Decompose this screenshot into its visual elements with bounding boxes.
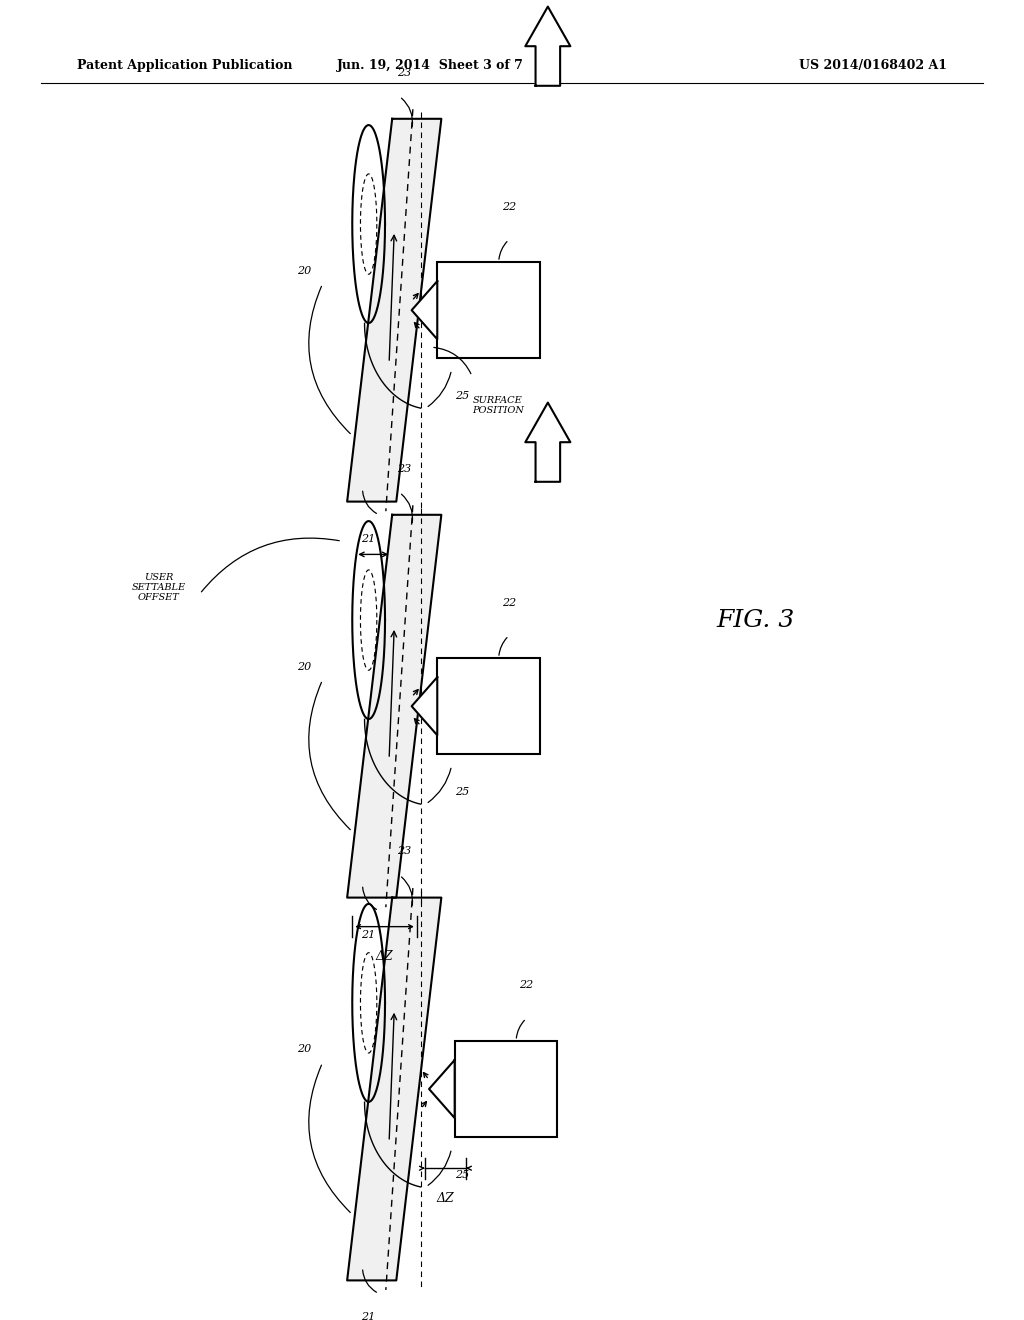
Text: 22: 22 <box>519 981 534 990</box>
Bar <box>437 659 540 755</box>
Bar <box>455 1040 557 1137</box>
Text: ΔZ: ΔZ <box>376 950 393 964</box>
Polygon shape <box>525 403 570 482</box>
Polygon shape <box>412 281 437 339</box>
Text: FIG. 3: FIG. 3 <box>717 609 795 632</box>
Text: USER
SETTABLE
OFFSET: USER SETTABLE OFFSET <box>132 573 185 602</box>
Text: 25: 25 <box>455 1170 469 1180</box>
Text: Patent Application Publication: Patent Application Publication <box>77 59 292 73</box>
Polygon shape <box>525 7 570 86</box>
Text: US 2014/0168402 A1: US 2014/0168402 A1 <box>799 59 947 73</box>
Text: 23: 23 <box>397 67 412 78</box>
Text: 21: 21 <box>361 1312 376 1320</box>
Polygon shape <box>412 677 437 735</box>
Text: 21: 21 <box>361 929 376 940</box>
Text: 22: 22 <box>502 598 516 607</box>
Text: 25: 25 <box>455 391 469 401</box>
Bar <box>437 261 540 358</box>
Text: 21: 21 <box>361 533 376 544</box>
Text: 22: 22 <box>502 202 516 211</box>
Polygon shape <box>429 1060 455 1118</box>
Text: 20: 20 <box>297 661 311 672</box>
Text: ΔZ: ΔZ <box>436 1192 455 1205</box>
Text: 20: 20 <box>297 1044 311 1055</box>
Polygon shape <box>347 119 441 502</box>
Text: SURFACE
POSITION: SURFACE POSITION <box>472 396 523 414</box>
Text: Jun. 19, 2014  Sheet 3 of 7: Jun. 19, 2014 Sheet 3 of 7 <box>337 59 523 73</box>
Text: 20: 20 <box>297 265 311 276</box>
Polygon shape <box>347 515 441 898</box>
Text: 23: 23 <box>397 463 412 474</box>
Polygon shape <box>347 898 441 1280</box>
Text: 23: 23 <box>397 846 412 857</box>
Text: 25: 25 <box>455 787 469 797</box>
